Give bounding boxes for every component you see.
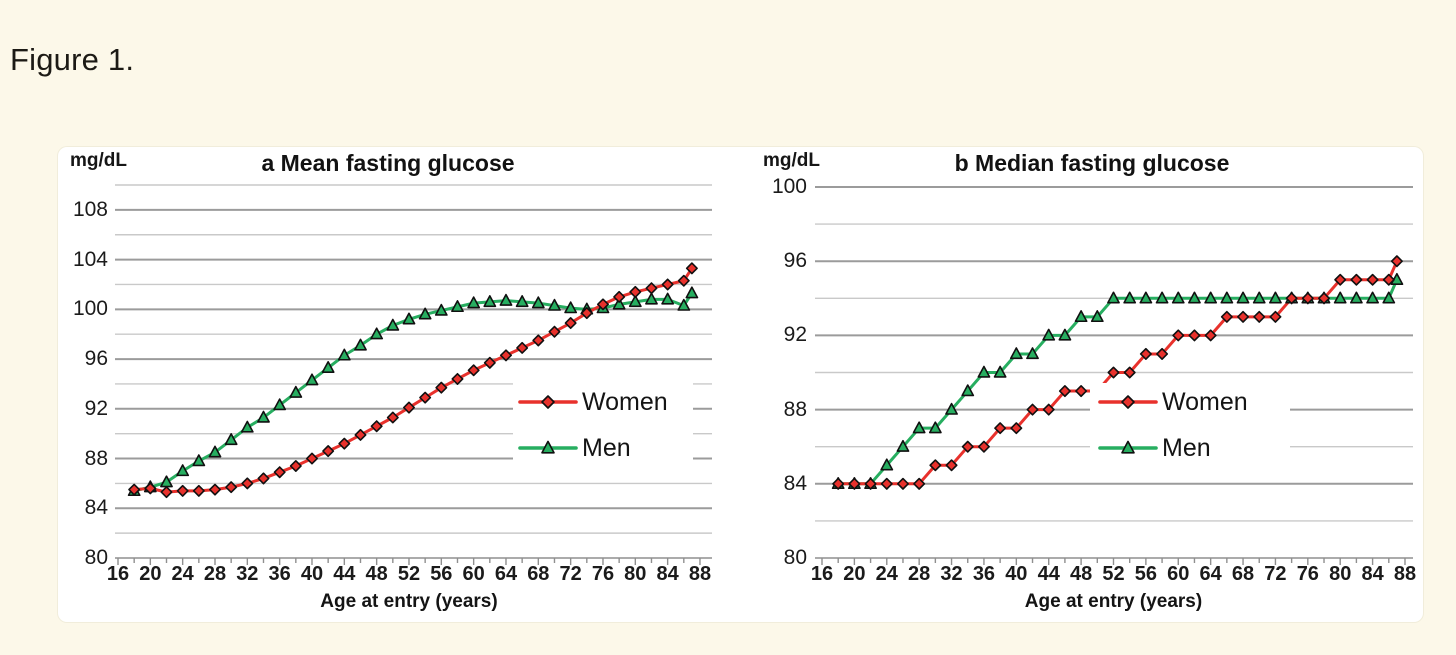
- x-tick-label: 36: [972, 563, 996, 585]
- x-tick-label: 40: [1005, 563, 1028, 585]
- y-tick-label: 96: [783, 249, 807, 273]
- figure-label: Figure 1.: [10, 42, 135, 77]
- x-tick-label: 88: [1393, 563, 1417, 585]
- x-tick-label: 56: [430, 563, 453, 585]
- x-tick-label: 48: [365, 563, 388, 585]
- x-tick-label: 44: [1037, 563, 1060, 585]
- y-tick-label: 88: [84, 446, 108, 470]
- y-tick-label: 92: [783, 323, 807, 347]
- x-tick-label: 84: [1361, 563, 1384, 585]
- x-tick-label: 40: [300, 563, 324, 585]
- x-tick-label: 56: [1134, 563, 1157, 585]
- x-tick-label: 32: [236, 563, 259, 585]
- chart-title-median: b Median fasting glucose: [954, 150, 1230, 176]
- x-tick-label: 68: [527, 563, 550, 585]
- x-tick-label: 76: [1296, 563, 1319, 585]
- x-tick-label: 16: [106, 563, 130, 585]
- y-tick-label: 84: [84, 496, 108, 520]
- x-tick-label: 20: [843, 563, 866, 585]
- x-tick-label: 28: [203, 563, 227, 585]
- x-tick-label: 60: [1167, 563, 1190, 585]
- x-tick-label: 24: [171, 563, 194, 585]
- y-tick-label: 92: [84, 396, 108, 420]
- y-tick-label: 96: [84, 347, 108, 371]
- y-tick-label: 100: [72, 297, 108, 321]
- legend-label-men: Men: [1162, 434, 1211, 462]
- legend-label-men: Men: [582, 434, 631, 462]
- y-tick-label: 84: [783, 471, 807, 495]
- x-tick-label: 48: [1069, 563, 1093, 585]
- x-tick-label: 60: [462, 563, 485, 585]
- x-axis-title: Age at entry (years): [320, 591, 498, 612]
- y-axis-unit-label: mg/dL: [763, 150, 820, 171]
- x-tick-label: 72: [559, 563, 582, 585]
- x-tick-label: 16: [810, 563, 834, 585]
- legend-label-women: Women: [1162, 388, 1248, 416]
- x-tick-label: 64: [494, 563, 518, 585]
- charts-panel: mg/dL a Mean fasting glucose Age at entr…: [58, 147, 1423, 622]
- x-tick-label: 20: [139, 563, 162, 585]
- x-tick-label: 84: [656, 563, 679, 585]
- x-tick-label: 52: [397, 563, 421, 585]
- x-tick-label: 72: [1264, 563, 1287, 585]
- x-tick-label: 88: [688, 563, 712, 585]
- x-tick-label: 52: [1102, 563, 1125, 585]
- x-tick-label: 68: [1231, 563, 1255, 585]
- chart-median-fasting-glucose: mg/dL b Median fasting glucose Age at en…: [745, 147, 1445, 623]
- mean-chart-plot-area: [115, 184, 712, 565]
- median-chart-plot-area: [815, 186, 1413, 565]
- x-tick-label: 76: [591, 563, 615, 585]
- x-tick-label: 32: [940, 563, 963, 585]
- y-axis-unit-label: mg/dL: [70, 150, 127, 171]
- y-tick-label: 104: [72, 247, 108, 271]
- x-axis-title: Age at entry (years): [1024, 591, 1203, 612]
- legend-label-women: Women: [582, 388, 668, 416]
- y-tick-label: 80: [783, 546, 807, 569]
- x-tick-label: 80: [1329, 563, 1352, 585]
- chart-title-mean: a Mean fasting glucose: [261, 150, 515, 176]
- x-tick-label: 24: [875, 563, 898, 585]
- x-tick-label: 28: [908, 563, 931, 585]
- y-tick-label: 100: [771, 175, 807, 198]
- y-tick-label: 108: [72, 197, 108, 221]
- chart-mean-fasting-glucose: mg/dL a Mean fasting glucose Age at entr…: [58, 147, 738, 623]
- x-tick-label: 64: [1199, 563, 1222, 585]
- x-tick-label: 80: [624, 563, 647, 585]
- x-tick-label: 44: [333, 563, 356, 585]
- y-tick-label: 88: [783, 397, 807, 421]
- y-tick-label: 80: [84, 546, 108, 569]
- x-tick-label: 36: [268, 563, 291, 585]
